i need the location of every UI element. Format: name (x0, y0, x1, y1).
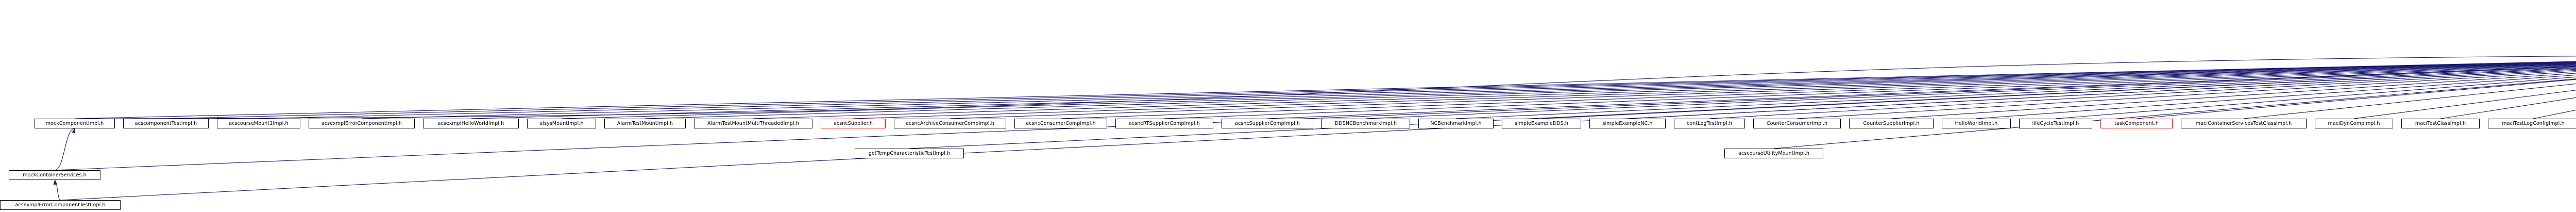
graph-node-mockcomponentimpl-h[interactable]: mockComponentImpl.h (35, 119, 115, 128)
node-label: CounterSupplierImpl.h (1863, 120, 1920, 126)
node-label: lifeCycleTestImpl.h (2032, 120, 2079, 126)
node-label: acscomponentTestImpl.h (134, 120, 197, 126)
graph-node-mockcontainerservices-h[interactable]: mockContainerServices.h (9, 170, 100, 180)
node-label: maciTestLogConfigImpl.h (2502, 120, 2565, 126)
graph-node-acsexmplhelloworldimpl-h[interactable]: acsexmplHelloWorldImpl.h (423, 119, 519, 128)
node-label: acsncSupplierCompImpl.h (1234, 120, 1300, 126)
graph-node-acscourseutilitymountimpl-h[interactable]: acscourseUtilityMountImpl.h (1724, 149, 1823, 158)
graph-node-macicontainerservicestestclassimpl-h[interactable]: maciContainerServicesTestClassImpl.h (2181, 119, 2307, 128)
graph-node-acsncsuppliercompimpl-h[interactable]: acsncSupplierCompImpl.h (1222, 119, 1313, 128)
graph-node-contlogtestimpl-h[interactable]: contLogTestImpl.h (1674, 119, 1745, 128)
graph-node-macitestclassimpl-h[interactable]: maciTestClassImpl.h (2401, 119, 2480, 128)
node-label: acsncConsumerCompImpl.h (1026, 120, 1096, 126)
graph-node-acsexmplerrorcomponentimpl-h[interactable]: acsexmplErrorComponentImpl.h (309, 119, 415, 128)
graph-node-gettempcharacteristictestimpl-h[interactable]: getTempCharacteristicTestImpl.h (855, 149, 964, 158)
graph-node-acsncconsumercompimpl-h[interactable]: acsncConsumerCompImpl.h (1014, 119, 1107, 128)
node-label: AlarmTestMountImpl.h (617, 120, 673, 126)
graph-node-macidyncompimpl-h[interactable]: maciDynCompImpl.h (2315, 119, 2393, 128)
graph-node-acscomponenttestimpl-h[interactable]: acscomponentTestImpl.h (123, 119, 209, 128)
graph-node-alarmtestmountmultithreadedimpl-h[interactable]: AlarmTestMountMultiThreadedImpl.h (694, 119, 812, 128)
node-label: maciDynCompImpl.h (2328, 120, 2380, 126)
node-label: acsexmplErrorComponentImpl.h (321, 120, 402, 126)
node-label: maciTestClassImpl.h (2415, 120, 2466, 126)
node-label: taskComponent.h (2114, 120, 2159, 126)
node-label: acsncSupplier.h (833, 120, 873, 126)
graph-node-alarmtestmountimpl-h[interactable]: AlarmTestMountImpl.h (604, 119, 686, 128)
node-label: acsncRTSupplierCompImpl.h (1128, 120, 1200, 126)
graph-node-simpleexampledds-h[interactable]: simpleExampleDDS.h (1502, 119, 1581, 128)
node-label: HelloWorldImpl.h (1955, 120, 1998, 126)
node-label: acsexmplHelloWorldImpl.h (437, 120, 504, 126)
graph-node-helloworldimpl-h[interactable]: HelloWorldImpl.h (1942, 119, 2011, 128)
graph-node-ncbenchmarkimpl-h[interactable]: NCBenchmarkImpl.h (1418, 119, 1494, 128)
node-label: CounterConsumerImpl.h (1766, 120, 1828, 126)
graph-node-countersupplierimpl-h[interactable]: CounterSupplierImpl.h (1849, 119, 1934, 128)
graph-node-taskcomponent-h[interactable]: taskComponent.h (2100, 119, 2173, 128)
graph-node-acsncrtsuppliercompimpl-h[interactable]: acsncRTSupplierCompImpl.h (1115, 119, 1213, 128)
node-label: acsncArchiveConsumerCompImpl.h (906, 120, 994, 126)
graph-node-macitestlogconfigimpl-h[interactable]: maciTestLogConfigImpl.h (2488, 119, 2576, 128)
graph-node-ddsncbenchmarkimpl-h[interactable]: DDSNCBenchmarkImpl.h (1321, 119, 1410, 128)
graph-node-alsysmountimpl-h[interactable]: alsysMountImpl.h (527, 119, 596, 128)
graph-node-acscoursemount1impl-h[interactable]: acscourseMount1Impl.h (217, 119, 300, 128)
graph-node-simpleexamplenc-h[interactable]: simpleExampleNC.h (1589, 119, 1666, 128)
node-label: maciContainerServicesTestClassImpl.h (2195, 120, 2292, 126)
node-label: simpleExampleDDS.h (1514, 120, 1569, 126)
node-label: mockContainerServices.h (23, 172, 87, 178)
graph-node-acsncarchiveconsumercompimpl-h[interactable]: acsncArchiveConsumerCompImpl.h (894, 119, 1006, 128)
node-label: simpleExampleNC.h (1602, 120, 1653, 126)
node-label: mockComponentImpl.h (45, 120, 104, 126)
graph-node-lifecycletestimpl-h[interactable]: lifeCycleTestImpl.h (2019, 119, 2092, 128)
node-label: DDSNCBenchmarkImpl.h (1334, 120, 1397, 126)
node-label: getTempCharacteristicTestImpl.h (868, 150, 951, 156)
node-label: NCBenchmarkImpl.h (1430, 120, 1482, 126)
node-label: contLogTestImpl.h (1687, 120, 1732, 126)
node-label: acscourseUtilityMountImpl.h (1738, 150, 1809, 156)
graph-node-acsexmplerrorcomponenttestimpl-h[interactable]: acsexmplErrorComponentTestImpl.h (0, 200, 121, 210)
graph-node-acsncsupplier-h[interactable]: acsncSupplier.h (821, 119, 886, 128)
node-label: AlarmTestMountMultiThreadedImpl.h (707, 120, 799, 126)
node-label: acscourseMount1Impl.h (229, 120, 289, 126)
node-label: acsexmplErrorComponentTestImpl.h (15, 202, 106, 208)
graph-node-counterconsumerimpl-h[interactable]: CounterConsumerImpl.h (1753, 119, 1841, 128)
node-label: alsysMountImpl.h (539, 120, 584, 126)
